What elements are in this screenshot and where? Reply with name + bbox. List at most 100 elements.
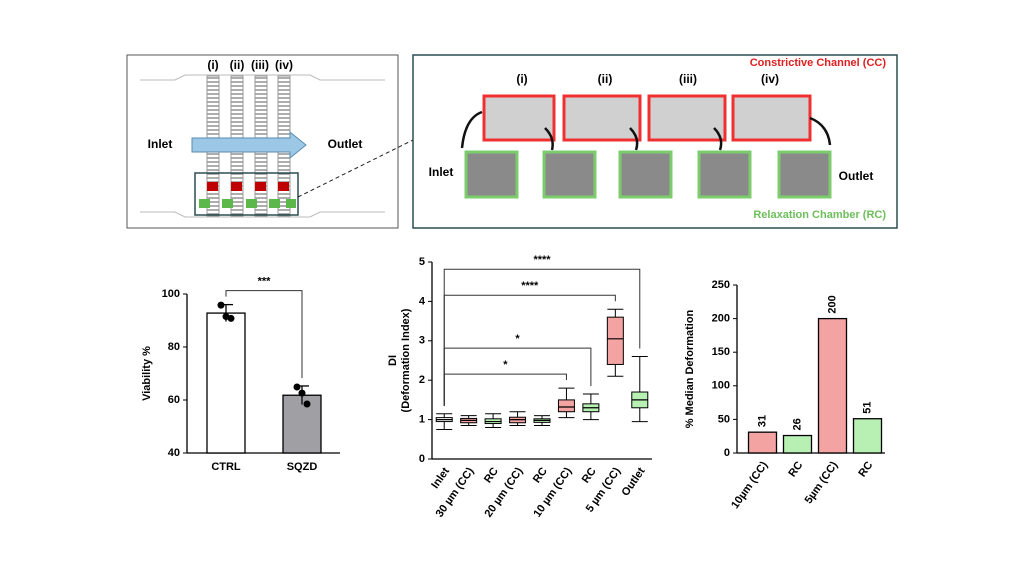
y-axis-label: (Deformation Index) <box>400 308 412 412</box>
stage-label: (iv) <box>761 72 779 86</box>
box <box>606 316 624 365</box>
y-axis-label: DI <box>387 355 399 366</box>
significance-bracket <box>443 294 616 406</box>
rc-marker <box>269 199 280 208</box>
x-tick-label: RC <box>580 465 599 485</box>
data-point <box>293 383 301 391</box>
x-tick-label: SQZD <box>287 461 318 473</box>
y-tick-label: 1 <box>419 414 425 426</box>
chamber <box>542 150 597 199</box>
constrictive-channels <box>482 94 812 142</box>
arrow <box>460 110 483 149</box>
significance-label: *** <box>258 276 272 288</box>
channel <box>562 94 642 142</box>
data-point <box>217 301 225 309</box>
value-label: 31 <box>756 415 768 427</box>
cc-marker <box>255 182 266 191</box>
rc-marker <box>199 199 210 208</box>
y-axis-label: % Median Deformation <box>684 309 696 428</box>
chamber <box>618 150 673 199</box>
value-label: 26 <box>791 418 803 430</box>
highlight-box <box>194 172 299 216</box>
cc-title: Constrictive Channel (CC) <box>750 57 887 69</box>
rc-marker <box>246 199 257 208</box>
arrow <box>544 127 554 151</box>
bar <box>782 434 813 454</box>
rc-marker <box>286 199 296 208</box>
inlet-label: Inlet <box>429 165 454 179</box>
flow-arrows <box>460 110 832 151</box>
stage-label: (i) <box>207 58 218 72</box>
x-tick-label: Inlet <box>429 465 452 491</box>
bar <box>206 312 246 454</box>
stage-label: (i) <box>516 72 527 86</box>
bar <box>852 418 883 454</box>
x-tick-label: CTRL <box>211 461 241 473</box>
value-label: 200 <box>826 295 838 313</box>
outlet-label: Outlet <box>839 169 874 183</box>
stage-label: (iii) <box>679 72 697 86</box>
cc-markers <box>207 182 289 191</box>
significance-label: **** <box>521 280 539 292</box>
significance-bracket <box>443 373 567 406</box>
y-tick-label: 200 <box>712 313 730 325</box>
significance-bracket <box>225 290 303 378</box>
x-tick-label: RC <box>856 459 875 479</box>
stage-label: (ii) <box>230 58 245 72</box>
flow-arrow <box>191 130 307 160</box>
y-tick-label: 5 <box>419 256 425 268</box>
y-tick-label: 80 <box>168 341 180 353</box>
stage-label: (iv) <box>275 58 293 72</box>
significance-bracket <box>443 268 641 406</box>
x-tick-label: RC <box>531 465 550 485</box>
chamber <box>697 150 752 199</box>
data-point <box>298 389 306 397</box>
y-tick-label: 0 <box>724 447 730 459</box>
channel <box>482 94 556 142</box>
bar <box>817 317 848 454</box>
y-tick-label: 40 <box>168 447 180 459</box>
y-tick-label: 150 <box>712 346 730 358</box>
arrow <box>629 127 639 151</box>
y-tick-label: 50 <box>718 413 730 425</box>
relaxation-chambers <box>464 150 832 199</box>
significance-bracket <box>443 347 592 406</box>
cc-marker <box>207 182 218 191</box>
x-tick-label: 5µm (CC) <box>803 459 841 506</box>
x-tick-label: RC <box>786 459 805 479</box>
rc-marker <box>222 199 233 208</box>
chamber <box>464 150 519 199</box>
y-tick-label: 100 <box>712 380 730 392</box>
significance-label: **** <box>533 254 551 266</box>
channel <box>647 94 727 142</box>
bar <box>747 431 778 454</box>
data-point <box>227 314 235 322</box>
y-tick-label: 2 <box>419 374 425 386</box>
significance-label: * <box>503 359 508 371</box>
significance-label: * <box>515 333 520 345</box>
x-tick-label: RC <box>482 465 501 485</box>
y-tick-label: 100 <box>162 288 180 300</box>
y-tick-label: 60 <box>168 394 180 406</box>
y-tick-label: 4 <box>419 295 426 307</box>
stage-label: (iii) <box>251 58 269 72</box>
device-outline <box>140 74 385 218</box>
chamber <box>777 150 832 199</box>
zoom-line <box>297 139 414 198</box>
outlet-label: Outlet <box>328 137 363 151</box>
data-point <box>303 400 311 408</box>
inlet-label: Inlet <box>148 137 173 151</box>
arrow <box>713 127 723 151</box>
stage-label: (ii) <box>598 72 613 86</box>
x-tick-label: 10µm (CC) <box>729 459 770 511</box>
y-axis-label: Viability % <box>141 346 153 401</box>
y-tick-label: 0 <box>419 453 425 465</box>
channel <box>731 94 812 142</box>
value-label: 51 <box>861 401 873 413</box>
rc-title: Relaxation Chamber (RC) <box>753 209 886 221</box>
y-tick-label: 250 <box>712 279 730 291</box>
cc-marker <box>278 182 289 191</box>
cc-marker <box>231 182 242 191</box>
